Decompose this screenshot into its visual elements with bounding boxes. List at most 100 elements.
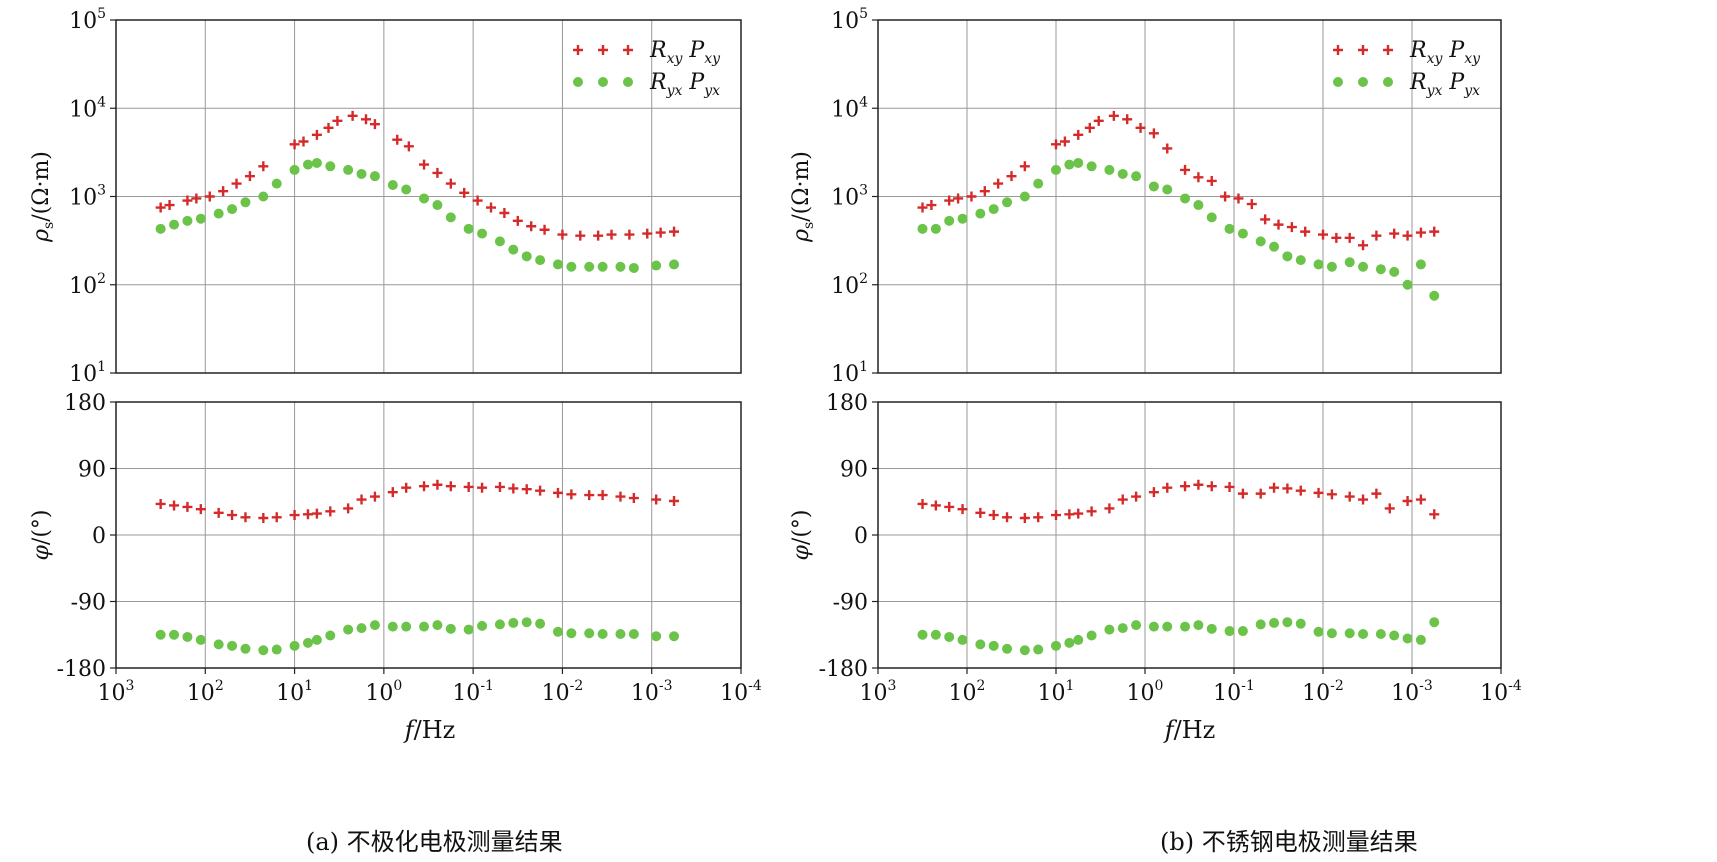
phase-ytick-label: 90 bbox=[78, 458, 106, 483]
phase-point-xy bbox=[584, 490, 595, 501]
phase-point-xy bbox=[1180, 481, 1191, 492]
phase-point-yx bbox=[419, 621, 430, 632]
phase-point-yx bbox=[988, 640, 999, 651]
phase-point-yx bbox=[1429, 617, 1440, 628]
res-point-xy bbox=[369, 119, 380, 130]
phase-point-xy bbox=[1371, 488, 1382, 499]
phase-point-xy bbox=[1326, 489, 1337, 500]
res-point-xy bbox=[1429, 226, 1440, 237]
phase-point-xy bbox=[615, 491, 626, 502]
res-point-xy bbox=[1122, 114, 1133, 125]
phase-point-xy bbox=[325, 506, 336, 517]
res-point-yx bbox=[1375, 264, 1386, 275]
phase-point-xy bbox=[1255, 488, 1266, 499]
res-point-xy bbox=[966, 191, 977, 202]
phase-series-xy bbox=[155, 479, 680, 524]
phase-point-yx bbox=[477, 620, 488, 631]
phase-point-yx bbox=[508, 617, 519, 628]
xtick-label: 101 bbox=[1038, 678, 1075, 706]
phase-point-yx bbox=[1224, 626, 1235, 637]
res-point-xy bbox=[526, 221, 537, 232]
phase-point-yx bbox=[1237, 626, 1248, 637]
phase-point-xy bbox=[1162, 482, 1173, 493]
res-point-yx bbox=[195, 213, 206, 224]
phase-subplot: 180 90 0 -90 -180 φ/(°) f/Hz bbox=[29, 391, 742, 744]
phase-point-xy bbox=[930, 500, 941, 511]
res-point-yx bbox=[494, 236, 505, 247]
phase-point-xy bbox=[1415, 494, 1426, 505]
phase-ylabel: φ/(°) bbox=[789, 510, 814, 561]
res-point-xy bbox=[218, 186, 229, 197]
legend-label-xy: Rxy Pxy bbox=[1409, 38, 1481, 67]
xtick-label: 10-3 bbox=[1391, 678, 1433, 706]
res-point-xy bbox=[1389, 228, 1400, 239]
res-point-yx bbox=[325, 161, 336, 172]
phase-point-yx bbox=[930, 629, 941, 640]
phase-point-xy bbox=[1384, 503, 1395, 514]
res-point-yx bbox=[445, 212, 456, 223]
phase-point-yx bbox=[213, 639, 224, 650]
phase-point-xy bbox=[552, 487, 563, 498]
phase-point-xy bbox=[289, 510, 300, 521]
res-point-xy bbox=[486, 202, 496, 213]
phase-point-yx bbox=[566, 628, 577, 639]
legend-marker-xy bbox=[598, 45, 608, 55]
phase-point-yx bbox=[1358, 629, 1369, 640]
res-point-xy bbox=[1162, 143, 1173, 154]
phase-point-yx bbox=[311, 634, 322, 645]
res-point-yx bbox=[1313, 259, 1324, 270]
legend-marker-yx bbox=[573, 77, 583, 87]
phase-point-yx bbox=[1073, 634, 1084, 645]
res-point-xy bbox=[164, 200, 175, 211]
phase-point-yx bbox=[1313, 626, 1324, 637]
res-point-yx bbox=[213, 208, 224, 219]
phase-point-yx bbox=[1180, 621, 1191, 632]
legend-marker-xy bbox=[573, 45, 583, 55]
phase-point-yx bbox=[1162, 621, 1173, 632]
phase-point-yx bbox=[975, 639, 986, 650]
res-point-yx bbox=[1051, 164, 1061, 175]
res-point-yx bbox=[535, 255, 546, 266]
phase-point-yx bbox=[1206, 623, 1217, 634]
res-point-xy bbox=[1402, 230, 1413, 241]
res-point-xy bbox=[1019, 161, 1030, 172]
phase-point-yx bbox=[325, 630, 336, 641]
phase-point-yx bbox=[669, 631, 680, 642]
phase-point-yx bbox=[182, 631, 193, 642]
phase-point-xy bbox=[988, 510, 999, 521]
res-point-xy bbox=[1220, 191, 1231, 202]
phase-point-yx bbox=[432, 620, 443, 631]
phase-point-xy bbox=[387, 487, 398, 498]
phase-point-xy bbox=[195, 504, 206, 515]
res-point-yx bbox=[1269, 241, 1280, 252]
res-point-xy bbox=[182, 195, 193, 206]
res-point-yx bbox=[432, 200, 443, 211]
res-point-xy bbox=[1318, 229, 1328, 240]
res-point-yx bbox=[975, 208, 986, 219]
phase-point-xy bbox=[1086, 506, 1097, 517]
phase-point-yx bbox=[369, 620, 380, 631]
res-point-yx bbox=[521, 251, 532, 262]
phase-point-yx bbox=[1282, 617, 1293, 628]
res-point-xy bbox=[298, 136, 309, 147]
phase-point-xy bbox=[213, 507, 224, 518]
res-point-xy bbox=[1415, 227, 1426, 238]
legend: Rxy Pxy Ryx Pyx bbox=[573, 38, 721, 99]
legend-label-yx: Ryx Pyx bbox=[649, 70, 720, 99]
res-point-yx bbox=[944, 215, 955, 226]
phase-ytick-label: 180 bbox=[64, 391, 106, 416]
phase-point-yx bbox=[494, 619, 505, 630]
res-point-yx bbox=[988, 204, 999, 215]
res-series-xy bbox=[155, 110, 680, 241]
caption-a: (a) 不极化电极测量结果 bbox=[306, 828, 563, 856]
phase-point-xy bbox=[182, 501, 193, 512]
res-point-xy bbox=[1358, 240, 1369, 251]
res-point-xy bbox=[361, 114, 371, 125]
res-point-xy bbox=[445, 178, 456, 189]
xtick-label: 10-3 bbox=[631, 678, 673, 706]
phase-point-xy bbox=[1033, 512, 1044, 523]
res-point-xy bbox=[1059, 136, 1070, 147]
res-point-xy bbox=[979, 186, 990, 197]
phase-point-yx bbox=[302, 637, 313, 648]
res-point-yx bbox=[1148, 181, 1159, 192]
